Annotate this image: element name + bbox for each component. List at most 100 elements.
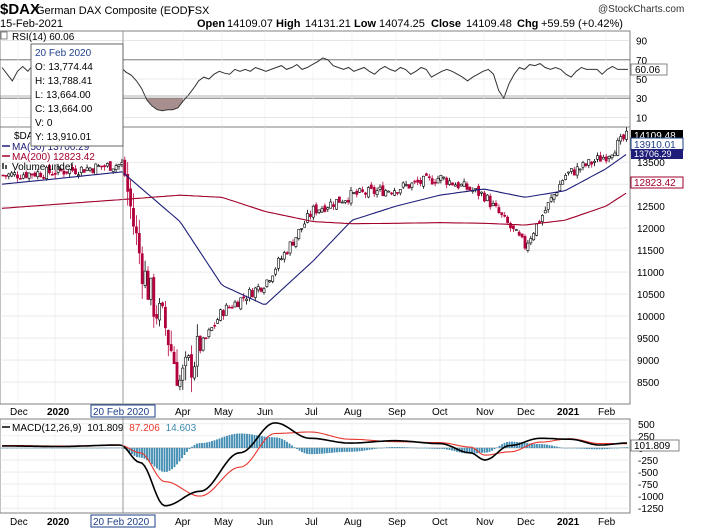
candle-body — [390, 192, 394, 195]
macd-hist-bar — [483, 447, 486, 453]
macd-hist-bar — [153, 447, 156, 467]
macd-hist-bar — [228, 435, 231, 448]
legend-ma50: MA(50) 13706.29 — [12, 142, 90, 153]
date-tick-label: 2021 — [557, 407, 580, 418]
candle-body — [56, 166, 60, 173]
price-tick-label: 8500 — [637, 378, 660, 389]
macd-hist-bar — [263, 436, 266, 448]
tooltip-date: 20 Feb 2020 — [35, 48, 92, 59]
macd-hist-bar — [128, 447, 131, 453]
macd-hist-bar — [216, 439, 218, 448]
candle-body — [222, 310, 225, 317]
macd-panel: MACD(12,26,9) 101.809 87.206 14.603 5002… — [0, 418, 680, 515]
macd-hist-bar — [66, 447, 68, 449]
macd-hist-bar — [531, 443, 533, 448]
candle-body — [253, 287, 257, 298]
candle-body — [366, 187, 370, 198]
candle-body — [456, 182, 460, 189]
macd-hist-bar — [218, 438, 221, 448]
candle-body — [407, 184, 411, 189]
candle-body — [94, 163, 98, 175]
macd-hist-bar — [101, 447, 103, 449]
macd-hist-bar — [178, 447, 181, 462]
candle-body — [584, 163, 588, 167]
macd-hist-bar — [211, 441, 213, 448]
candle-body — [175, 362, 179, 386]
macd-hist-bar — [578, 447, 581, 449]
candle-body — [343, 200, 347, 203]
candle-body — [207, 329, 211, 337]
macd-hist-bar — [423, 447, 426, 449]
rsi-tick-label: 50 — [636, 75, 648, 86]
macd-hist-bar — [448, 447, 451, 450]
candle-body — [10, 172, 14, 177]
macd-label: MACD(12,26,9) 101.809 87.206 14.603 — [12, 423, 197, 434]
candle-body — [27, 172, 31, 179]
macd-hist-bar — [521, 442, 523, 448]
macd-hist-bar — [551, 445, 553, 448]
candle-body — [288, 241, 292, 254]
macd-hist-bar — [613, 447, 616, 449]
candle-body — [497, 207, 501, 213]
macd-hist-bar — [156, 447, 158, 469]
macd-hist-bar — [33, 447, 36, 449]
macd-hist-bar — [356, 447, 358, 452]
macd-hist-bar — [366, 447, 368, 451]
macd-hist-bar — [473, 447, 476, 454]
price-tick-label: 12000 — [637, 224, 665, 235]
candle-body — [546, 202, 550, 210]
macd-hist-bar — [241, 433, 243, 448]
macd-hist-bar — [346, 447, 348, 452]
macd-hist-bar — [523, 442, 526, 448]
candle-body — [538, 221, 541, 224]
macd-hist-bar — [298, 447, 301, 451]
candle-body — [387, 190, 391, 193]
date-tick-label: May — [214, 407, 233, 418]
candle-body — [79, 166, 83, 174]
macd-hist-bar — [626, 447, 628, 448]
candle-body — [459, 183, 463, 187]
macd-hist-bar — [21, 447, 23, 449]
macd-hist-bar — [81, 447, 83, 449]
candle-body — [30, 173, 34, 176]
candle-body — [465, 183, 469, 190]
macd-hist-bar — [561, 447, 563, 449]
date-tick-label: Dec — [10, 517, 28, 528]
macd-hist-bar — [193, 444, 196, 448]
candle-body — [164, 306, 167, 329]
candle-body — [369, 184, 373, 189]
cursor-date-label-bottom: 20 Feb 2020 — [93, 517, 150, 528]
candle-body — [526, 242, 530, 251]
candle-body — [300, 228, 304, 230]
macd-hist-bar — [183, 447, 186, 455]
macd-hist-bar — [96, 447, 98, 449]
candle-body — [248, 289, 251, 299]
candle-body — [393, 190, 396, 196]
candle-body — [337, 196, 341, 203]
candle-body — [187, 355, 191, 358]
candle-body — [419, 180, 423, 184]
macd-hist-bar — [106, 447, 108, 449]
candle-body — [453, 184, 457, 187]
candle-body — [410, 182, 414, 188]
macd-hist-bar — [8, 447, 11, 449]
security-name: German DAX Composite (EOD) — [36, 5, 191, 17]
candle-body — [332, 204, 336, 207]
candle-body — [251, 290, 254, 298]
macd-hist-bar — [558, 447, 561, 448]
macd-tick-label: -250 — [638, 456, 658, 467]
date-tick-label: May — [214, 517, 233, 528]
macd-hist-bar — [543, 444, 546, 448]
high-label: High — [276, 18, 301, 30]
candle-body — [204, 337, 208, 340]
candle-body — [271, 275, 275, 282]
ma200-line — [1, 192, 627, 226]
date-tick-label: Jun — [257, 517, 273, 528]
candle-body — [126, 174, 130, 192]
tooltip-high: H: 13,788.41 — [35, 76, 93, 87]
macd-hist-bar — [36, 447, 38, 449]
macd-hist-bar — [198, 443, 201, 448]
macd-hist-bar — [191, 446, 193, 448]
macd-hist-bar — [596, 447, 598, 450]
tooltip-open: O: 13,774.44 — [35, 62, 93, 73]
